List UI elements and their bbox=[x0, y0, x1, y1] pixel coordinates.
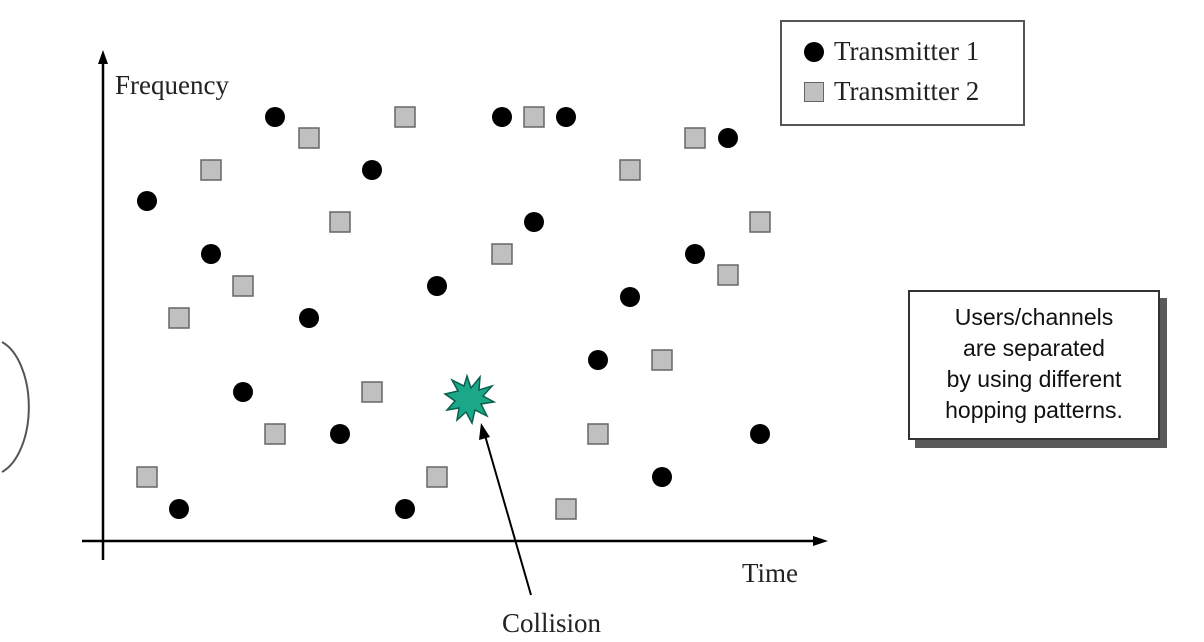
transmitter-1-hop bbox=[588, 350, 608, 370]
transmitter-1-hop bbox=[395, 499, 415, 519]
transmitter-2-hop bbox=[651, 349, 673, 371]
transmitter-2-hop bbox=[298, 127, 320, 149]
black-dot-icon bbox=[804, 42, 824, 62]
note-box: Users/channels are separated by using di… bbox=[908, 290, 1160, 440]
legend: Transmitter 1 Transmitter 2 bbox=[780, 20, 1025, 126]
transmitter-2-hop bbox=[523, 106, 545, 128]
transmitter-1-hop bbox=[201, 244, 221, 264]
transmitter-1-hop bbox=[330, 424, 350, 444]
hop-markers bbox=[136, 106, 771, 520]
transmitter-2-hop bbox=[587, 423, 609, 445]
transmitter-1-hop bbox=[620, 287, 640, 307]
transmitter-2-hop bbox=[168, 307, 190, 329]
transmitter-1-hop bbox=[718, 128, 738, 148]
transmitter-2-hop bbox=[200, 159, 222, 181]
note-line: Users/channels bbox=[954, 304, 1114, 330]
transmitter-2-hop bbox=[619, 159, 641, 181]
collision-label: Collision bbox=[502, 608, 602, 638]
collision-burst-icon bbox=[443, 373, 497, 426]
y-axis-label: Frequency bbox=[115, 70, 229, 100]
collision-arrow bbox=[483, 431, 532, 596]
transmitter-1-hop bbox=[652, 467, 672, 487]
transmitter-1-hop bbox=[362, 160, 382, 180]
transmitter-1-hop bbox=[492, 107, 512, 127]
transmitter-2-hop bbox=[136, 466, 158, 488]
transmitter-2-hop bbox=[749, 211, 771, 233]
transmitter-2-hop bbox=[426, 466, 448, 488]
x-axis-label: Time bbox=[742, 558, 799, 588]
transmitter-1-hop bbox=[750, 424, 770, 444]
transmitter-2-hop bbox=[394, 106, 416, 128]
x-axis-arrowhead bbox=[813, 536, 828, 546]
transmitter-2-hop bbox=[361, 381, 383, 403]
transmitter-2-hop bbox=[555, 498, 577, 520]
transmitter-2-hop bbox=[717, 264, 739, 286]
transmitter-2-hop bbox=[684, 127, 706, 149]
legend-item-transmitter-2: Transmitter 2 bbox=[804, 76, 979, 107]
legend-label-transmitter-2: Transmitter 2 bbox=[834, 76, 980, 106]
transmitter-1-hop bbox=[169, 499, 189, 519]
transmitter-1-hop bbox=[524, 212, 544, 232]
legend-label-transmitter-1: Transmitter 1 bbox=[834, 36, 980, 66]
legend-item-transmitter-1: Transmitter 1 bbox=[804, 36, 979, 67]
partial-circle-decoration bbox=[1, 341, 30, 473]
transmitter-1-hop bbox=[299, 308, 319, 328]
transmitter-1-hop bbox=[233, 382, 253, 402]
transmitter-2-hop bbox=[232, 275, 254, 297]
transmitter-2-hop bbox=[491, 243, 513, 265]
transmitter-1-hop bbox=[556, 107, 576, 127]
collision-arrowhead bbox=[479, 423, 490, 440]
note-line: hopping patterns. bbox=[945, 397, 1123, 423]
grey-square-icon bbox=[804, 82, 824, 102]
note-line: by using different bbox=[946, 366, 1122, 392]
transmitter-1-hop bbox=[685, 244, 705, 264]
note-line: are separated bbox=[963, 335, 1105, 361]
y-axis-arrowhead bbox=[98, 50, 108, 64]
transmitter-2-hop bbox=[329, 211, 351, 233]
transmitter-1-hop bbox=[137, 191, 157, 211]
transmitter-2-hop bbox=[264, 423, 286, 445]
transmitter-1-hop bbox=[427, 276, 447, 296]
transmitter-1-hop bbox=[265, 107, 285, 127]
